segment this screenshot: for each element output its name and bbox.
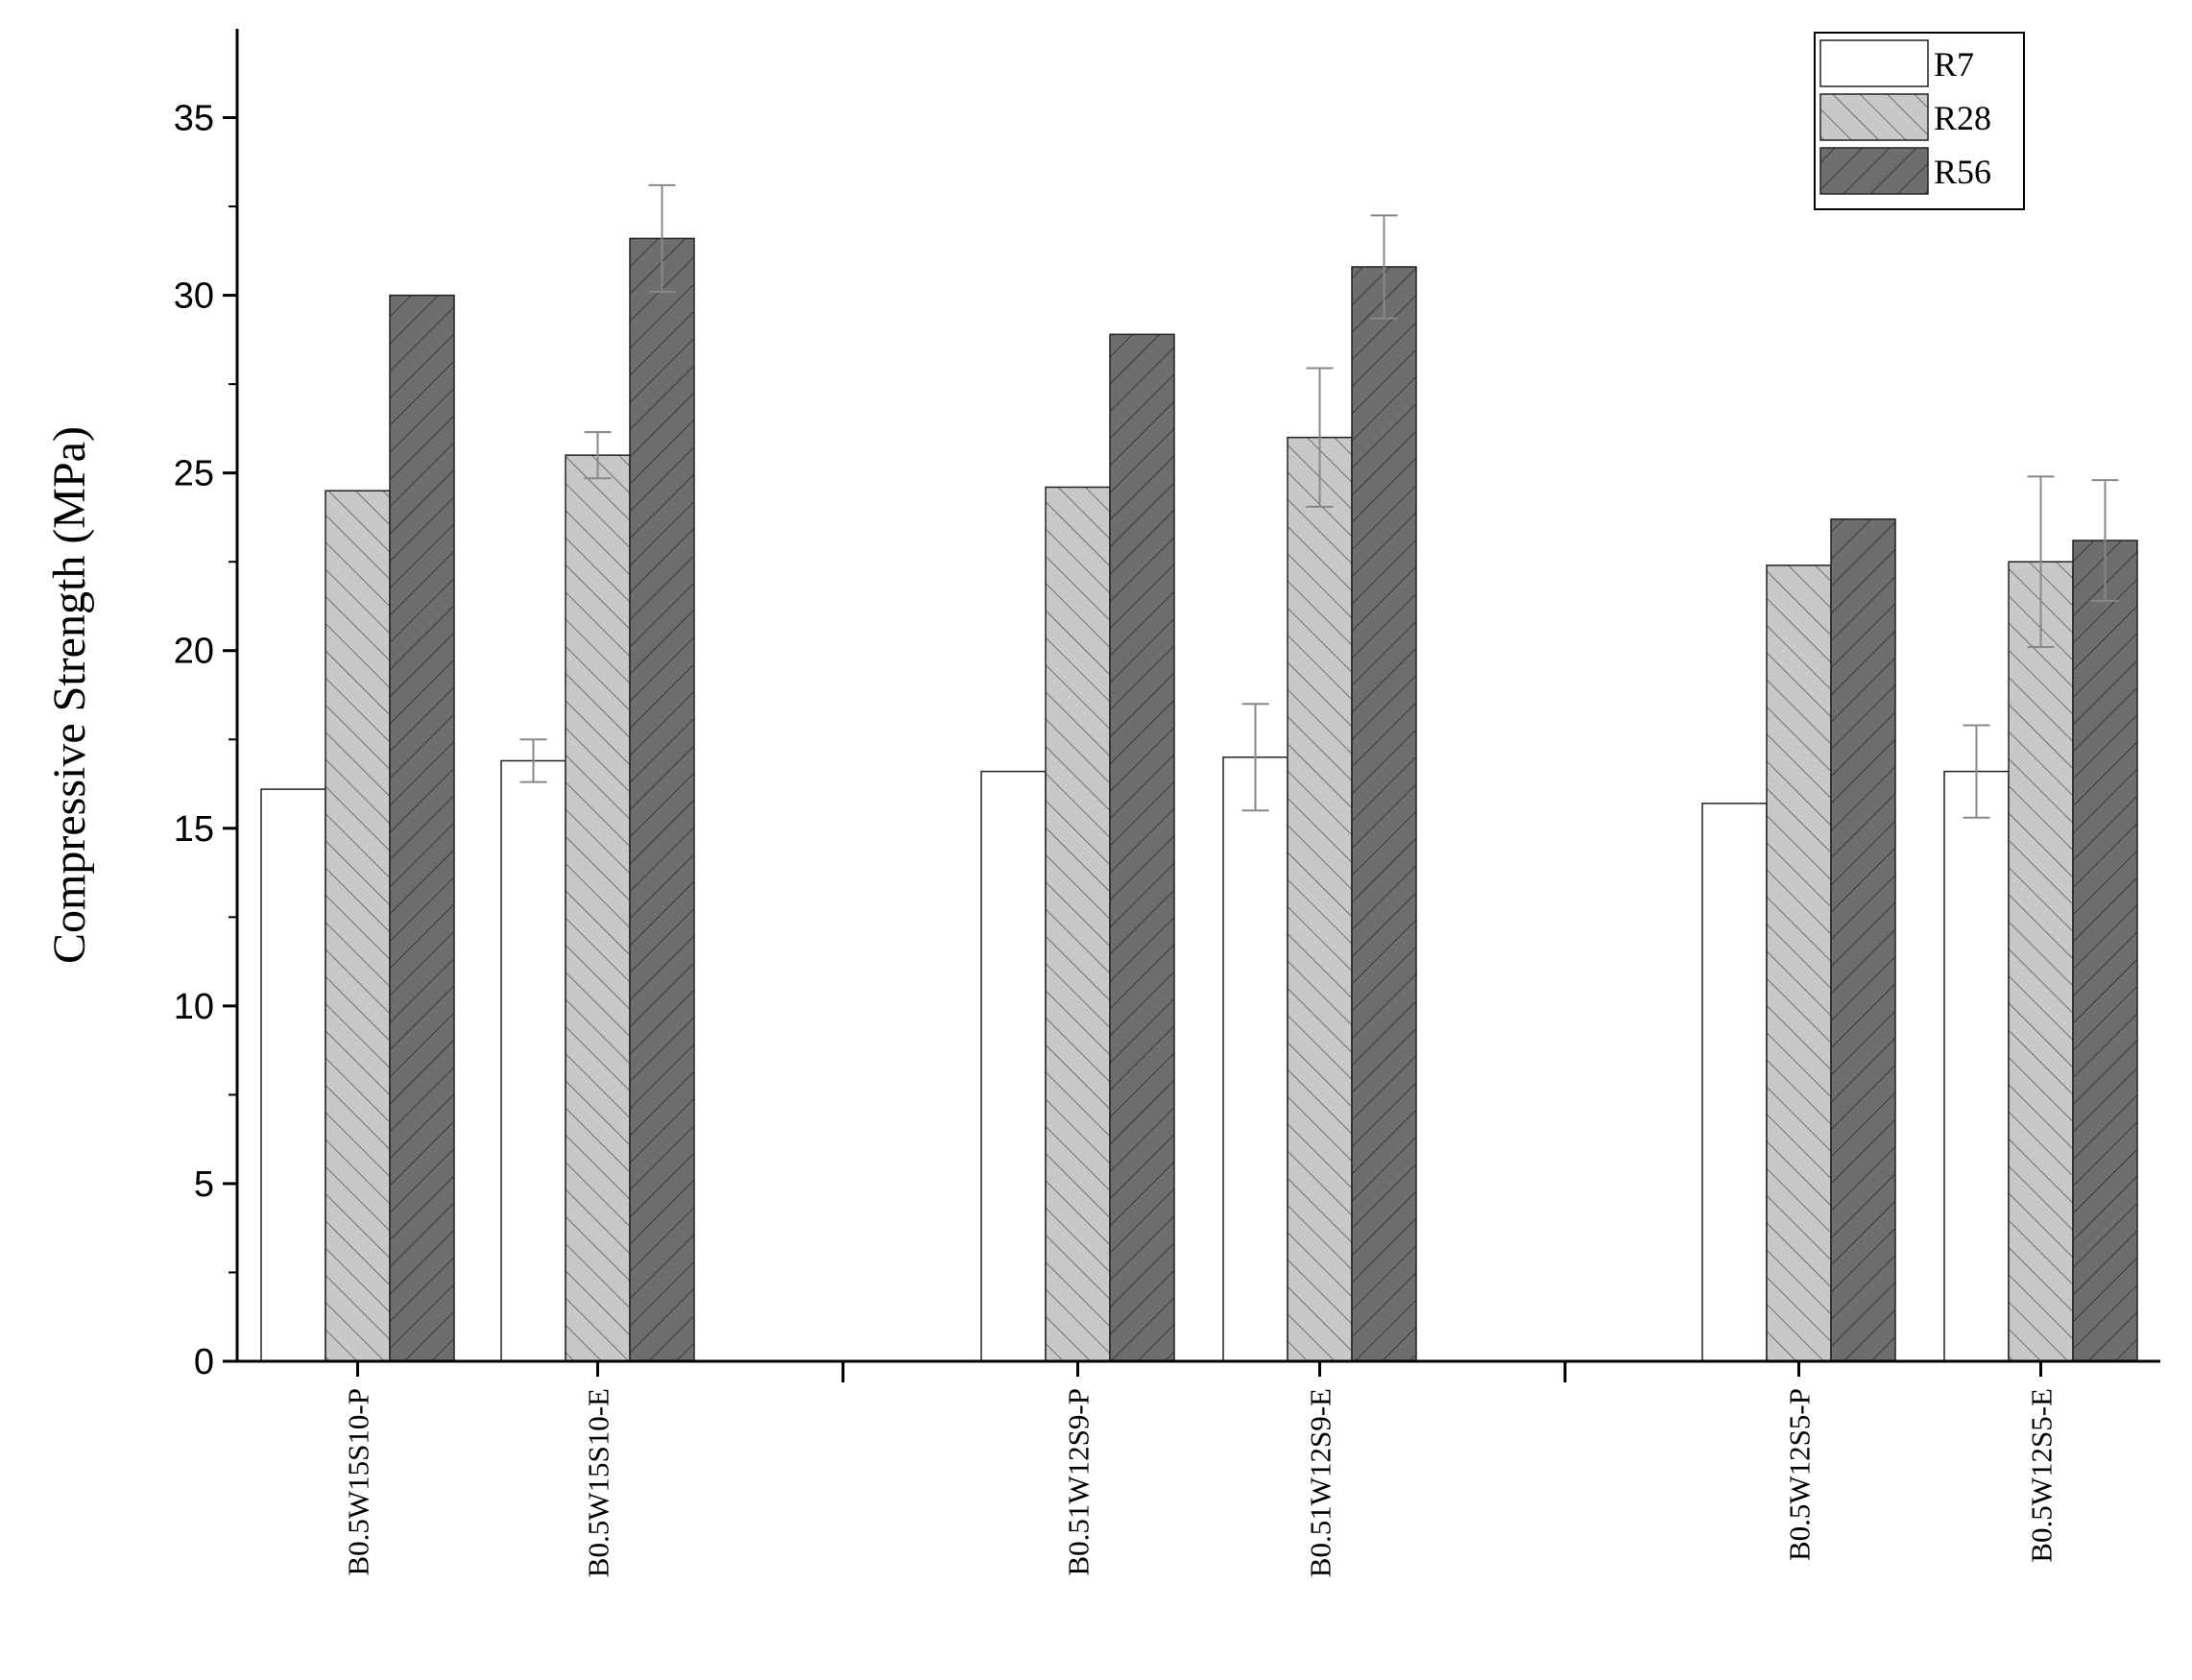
- bar-r28-3: [1045, 486, 1111, 1362]
- y-tick-label: 20: [174, 632, 214, 672]
- y-tick-label: 10: [174, 987, 214, 1027]
- y-tick-label: 25: [174, 454, 214, 494]
- x-category-label: B0.51W12S9-E: [1304, 1388, 1337, 1577]
- bar-r7-3: [980, 770, 1047, 1362]
- x-category-label: B0.5W15S10-P: [342, 1388, 375, 1576]
- bar-r56-2: [629, 237, 695, 1362]
- bar-r56-3: [1109, 333, 1175, 1362]
- y-tick-label: 35: [174, 99, 214, 139]
- bar-r28-5: [1766, 564, 1832, 1362]
- bar-r56-5: [1830, 518, 1896, 1362]
- y-axis-title: Compressive Strength (MPa): [44, 426, 95, 964]
- bar-r56-4: [1351, 266, 1417, 1362]
- bar-r7-1: [260, 788, 326, 1362]
- bar-r28-1: [325, 490, 391, 1362]
- y-tick-label: 0: [194, 1342, 214, 1382]
- bar-r7-4: [1222, 756, 1289, 1362]
- x-category-label: B0.5W12S5-E: [2025, 1388, 2059, 1563]
- legend-swatch-r7: [1819, 39, 1929, 87]
- bar-r28-4: [1287, 436, 1353, 1362]
- legend-swatch-r56: [1819, 147, 1929, 195]
- x-category-label: B0.5W12S5-P: [1783, 1388, 1817, 1561]
- bar-r28-6: [2008, 561, 2074, 1362]
- bar-r56-1: [389, 294, 455, 1362]
- x-category-label: B0.5W15S10-E: [582, 1388, 615, 1577]
- bar-r7-2: [500, 759, 566, 1362]
- legend-label-r56: R56: [1934, 153, 1991, 191]
- y-tick-label: 30: [174, 276, 214, 317]
- legend: R7 R28 R56: [1814, 32, 2025, 210]
- y-tick-label: 5: [194, 1164, 214, 1205]
- bars: [260, 237, 2138, 1362]
- error-bars: [519, 183, 2119, 819]
- bar-r7-6: [1943, 770, 2010, 1362]
- bar-r56-6: [2072, 540, 2138, 1362]
- y-tick-label: 15: [174, 809, 214, 850]
- x-axis: B0.5W15S10-P B0.5W15S10-E B0.51W12S9-P B0.5…: [342, 1361, 2059, 1577]
- x-category-label: B0.51W12S9-P: [1062, 1388, 1096, 1576]
- legend-swatch-r28: [1819, 93, 1929, 141]
- bar-r7-5: [1701, 803, 1768, 1362]
- y-axis-ticks: 0 5 10 15 20 25 30 35: [174, 99, 237, 1382]
- bar-r28-2: [565, 454, 631, 1362]
- legend-label-r7: R7: [1934, 45, 1974, 84]
- legend-label-r28: R28: [1934, 99, 1991, 137]
